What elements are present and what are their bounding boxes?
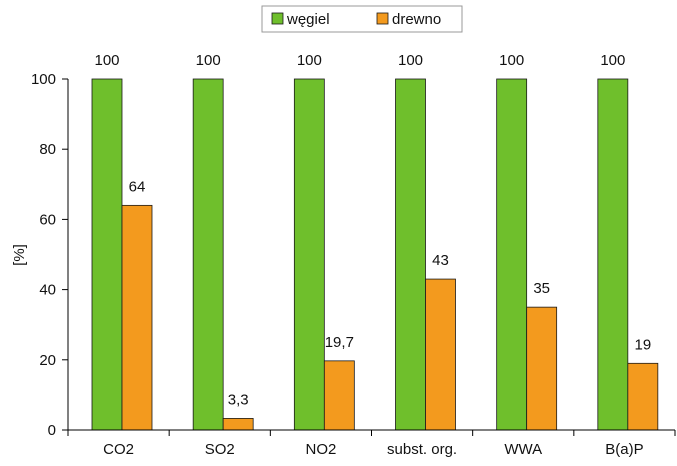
data-labels: 100 100 100 100 100 100 64 3,3 19,7 43 35 19 <box>94 52 651 408</box>
y-axis: 0 20 40 60 80 100 <box>31 71 69 439</box>
x-axis: CO2 SO2 NO2 subst. org. WWA B(a)P <box>67 429 676 458</box>
bars <box>91 78 659 431</box>
y-tick-label: 0 <box>48 422 56 439</box>
data-label: 64 <box>129 178 146 195</box>
data-label: 35 <box>533 280 550 297</box>
bar-wegiel <box>91 78 123 431</box>
data-label: 3,3 <box>228 391 249 408</box>
bar-wegiel <box>496 78 528 431</box>
bar-drewno <box>222 418 254 431</box>
y-tick-label: 20 <box>39 352 56 369</box>
data-label: 100 <box>499 52 524 69</box>
legend-label: węgiel <box>286 11 330 28</box>
data-label: 19 <box>634 336 651 353</box>
bar-wegiel <box>293 78 325 431</box>
legend-box <box>261 5 463 33</box>
bar-wegiel <box>597 78 629 431</box>
bar-wegiel <box>192 78 224 431</box>
legend-label: drewno <box>392 11 441 28</box>
data-label: 43 <box>432 252 449 269</box>
y-tick-label: 100 <box>31 71 56 88</box>
y-axis-title: [%] <box>11 244 28 266</box>
data-label: 100 <box>196 52 221 69</box>
data-label: 100 <box>297 52 322 69</box>
x-tick-label: B(a)P <box>605 441 643 458</box>
y-tick-label: 80 <box>39 141 56 158</box>
y-tick-label: 60 <box>39 211 56 228</box>
legend-swatch <box>376 12 389 25</box>
x-tick-label: WWA <box>504 441 542 458</box>
x-tick-label: CO2 <box>103 441 134 458</box>
data-label: 19,7 <box>325 334 354 351</box>
data-label: 100 <box>398 52 423 69</box>
bar-drewno <box>121 204 153 431</box>
legend-swatch <box>271 12 284 25</box>
bar-drewno <box>627 362 659 431</box>
x-tick-label: SO2 <box>205 441 235 458</box>
x-tick-label: NO2 <box>305 441 336 458</box>
x-tick-label: subst. org. <box>387 441 457 458</box>
data-label: 100 <box>600 52 625 69</box>
bar-drewno <box>425 278 456 431</box>
bar-drewno <box>323 360 355 431</box>
data-label: 100 <box>94 52 119 69</box>
legend: węgiel drewno <box>261 5 463 33</box>
bar-wegiel <box>395 78 426 431</box>
y-tick-label: 40 <box>39 282 56 299</box>
bar-drewno <box>526 306 558 431</box>
